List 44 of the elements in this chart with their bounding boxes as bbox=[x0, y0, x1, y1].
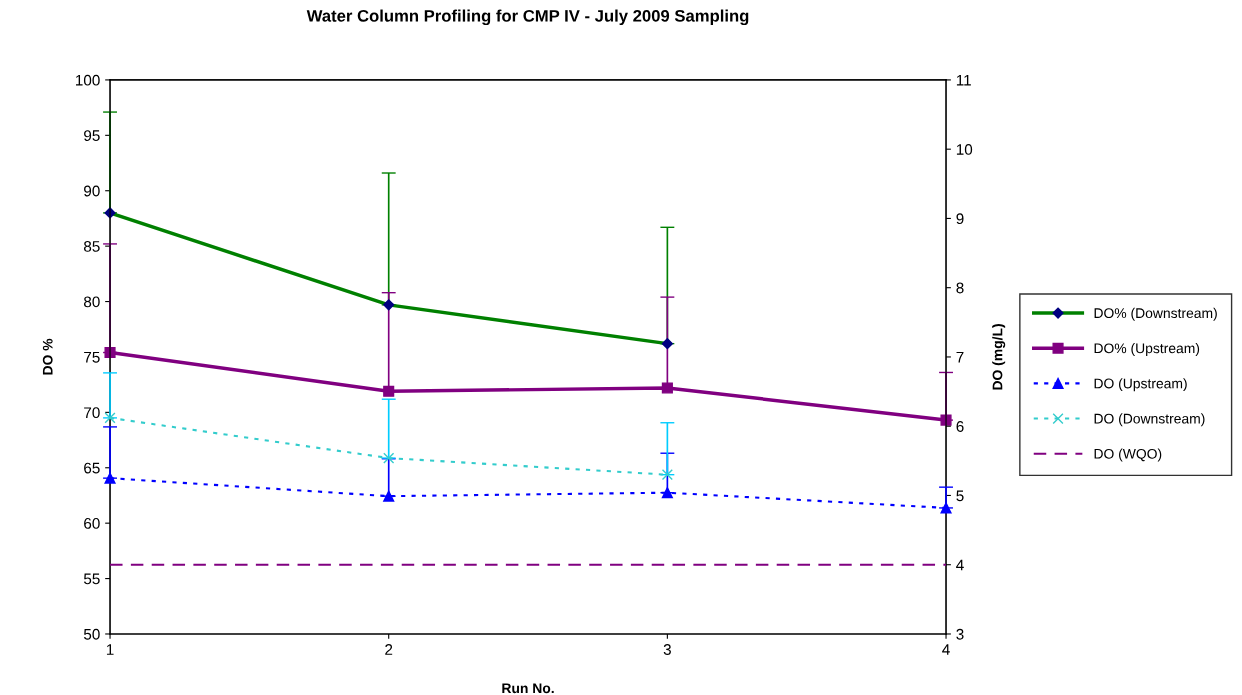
point bbox=[661, 487, 673, 499]
y-tick-label: 100 bbox=[76, 74, 100, 86]
x-tick-label: 3 bbox=[663, 644, 671, 655]
y2-tick-label: 9 bbox=[956, 213, 964, 225]
y-tick-label: 65 bbox=[84, 462, 100, 474]
y-tick-label: 60 bbox=[84, 518, 100, 529]
y-tick-label: 80 bbox=[83, 296, 100, 308]
y2-tick-label: 11 bbox=[956, 74, 971, 86]
y-tick-label: 50 bbox=[83, 628, 100, 640]
point bbox=[104, 472, 116, 484]
point bbox=[940, 414, 952, 426]
y-tick-label: 55 bbox=[83, 573, 100, 585]
legend-label: DO (WQO) bbox=[1094, 448, 1162, 462]
point bbox=[661, 469, 673, 481]
x-tick-label: 2 bbox=[385, 644, 393, 655]
point bbox=[383, 490, 395, 502]
point bbox=[104, 412, 116, 424]
x-tick-label: 1 bbox=[106, 644, 114, 655]
point bbox=[940, 502, 952, 514]
x-tick-label: 4 bbox=[942, 644, 950, 655]
y2-tick-label: 7 bbox=[956, 351, 964, 363]
y2-axis-title: DO (mg/L) bbox=[992, 324, 1006, 390]
chart-title: Water Column Profiling for CMP IV - July 2009 Sampling bbox=[306, 9, 749, 26]
y-tick-label: 95 bbox=[84, 130, 100, 142]
legend-label: DO% (Downstream) bbox=[1094, 307, 1217, 321]
y-axis-title: DO % bbox=[42, 338, 53, 375]
y-tick-label: 85 bbox=[83, 241, 100, 252]
point bbox=[383, 452, 395, 464]
y-tick-label: 75 bbox=[84, 351, 100, 363]
y2-tick-label: 4 bbox=[956, 559, 964, 571]
y-tick-label: 90 bbox=[84, 185, 100, 197]
point bbox=[661, 382, 673, 394]
legend-label: DO% (Upstream) bbox=[1094, 343, 1200, 356]
point bbox=[383, 385, 395, 397]
y2-tick-label: 3 bbox=[956, 628, 964, 640]
y2-tick-label: 6 bbox=[956, 421, 964, 432]
legend-label: DO (Upstream) bbox=[1094, 378, 1187, 392]
y2-tick-label: 5 bbox=[956, 490, 964, 502]
y2-tick-label: 10 bbox=[956, 144, 973, 155]
legend-label: DO (Downstream) bbox=[1094, 413, 1205, 427]
point bbox=[104, 346, 116, 359]
y2-tick-label: 8 bbox=[956, 282, 964, 294]
y-tick-label: 70 bbox=[84, 407, 100, 419]
x-axis-title: Run No. bbox=[502, 683, 554, 694]
